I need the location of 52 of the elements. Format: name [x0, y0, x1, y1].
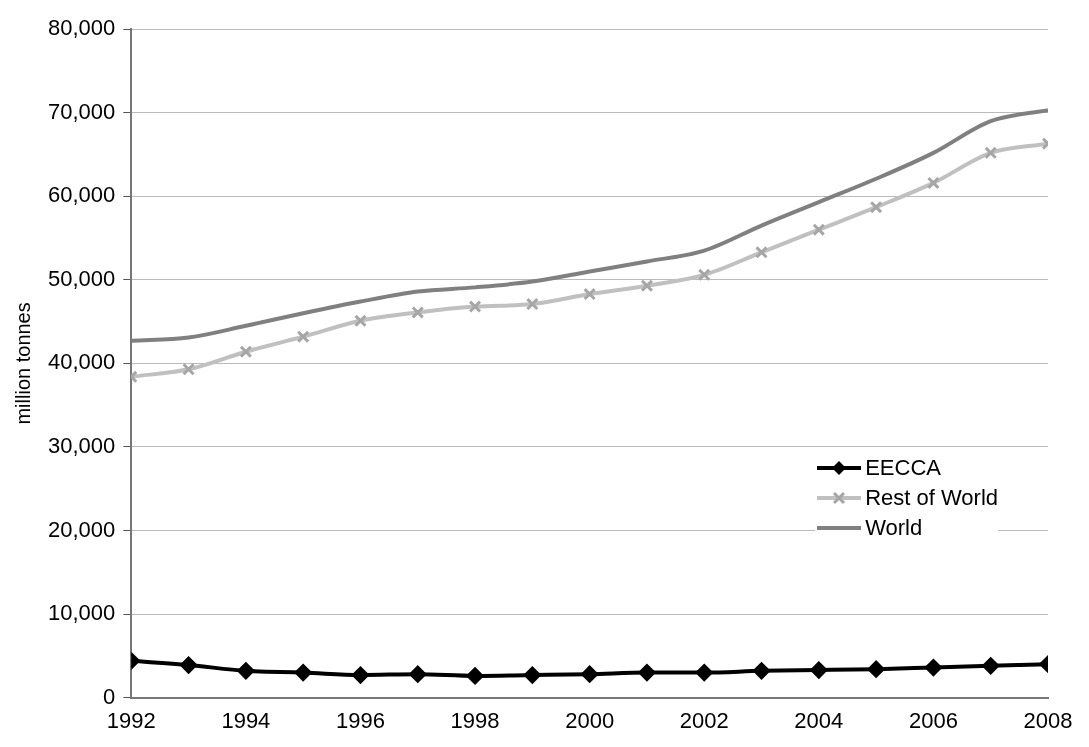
legend-label: EECCA [865, 454, 941, 482]
y-tick-label: 50,000 [47, 265, 116, 291]
legend-label: World [865, 514, 923, 542]
point [523, 666, 541, 684]
point [468, 300, 482, 314]
point [867, 660, 885, 678]
point [697, 268, 711, 282]
x-tick-label: 2002 [679, 707, 729, 733]
y-tick-label: 10,000 [47, 600, 116, 626]
point [982, 657, 1000, 675]
point [755, 245, 768, 259]
x-tick-label: 1992 [106, 707, 156, 733]
point [753, 662, 771, 680]
y-tick-label: 40,000 [47, 349, 116, 375]
y-tick-label: 30,000 [47, 433, 116, 459]
x-tick-label: 1996 [335, 707, 385, 733]
point [294, 664, 312, 682]
x-tick-label: 1998 [450, 707, 500, 733]
x-tick-label: 2000 [565, 707, 615, 733]
point [466, 667, 484, 685]
y-tick-label: 70,000 [47, 98, 116, 124]
point [239, 345, 253, 359]
point [182, 362, 196, 376]
y-tick-label: 60,000 [47, 182, 116, 208]
point [525, 297, 539, 311]
x-tick-label: 2006 [908, 707, 958, 733]
point [924, 659, 942, 677]
x-tick-label: 1994 [221, 707, 271, 733]
point [296, 330, 310, 344]
point [411, 305, 425, 319]
legend-label: Rest of World [865, 484, 998, 512]
y-tick-label: 80,000 [47, 15, 116, 41]
point [638, 664, 656, 682]
point [409, 665, 427, 683]
y-axis-title: million tonnes [11, 302, 34, 425]
point [812, 223, 826, 237]
point [926, 176, 940, 190]
point [581, 665, 599, 683]
point [351, 666, 369, 684]
point [810, 661, 828, 679]
y-tick-label: 0 [103, 683, 116, 709]
point [583, 287, 597, 301]
x-tick-label: 2008 [1023, 707, 1073, 733]
point [869, 200, 883, 214]
point [237, 662, 255, 680]
point [180, 656, 198, 674]
y-tick-label: 20,000 [47, 516, 116, 542]
point [984, 146, 998, 160]
point [354, 314, 367, 328]
x-tick-label: 2004 [794, 707, 844, 733]
point [640, 279, 654, 293]
point [695, 664, 713, 682]
